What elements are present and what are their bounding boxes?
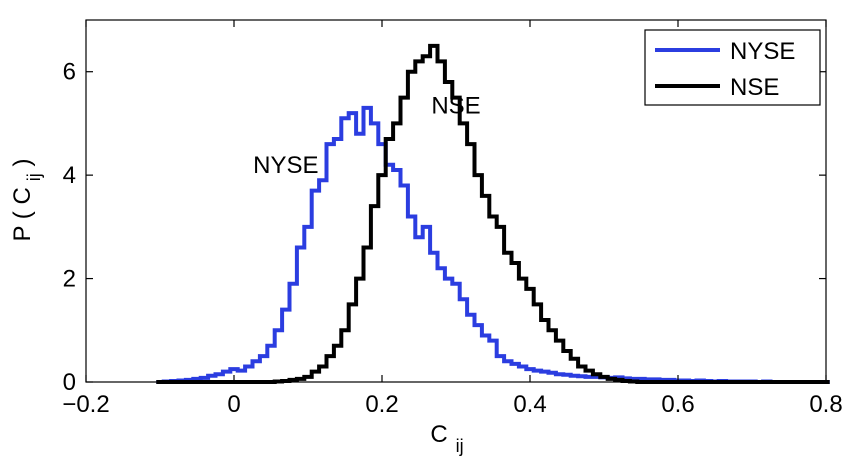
x-tick-label: −0.2 — [62, 391, 109, 418]
x-tick-label: 0.4 — [513, 391, 546, 418]
annotation-layer: NYSE NSE — [253, 92, 481, 178]
x-tick-label: 0.6 — [661, 391, 694, 418]
y-tick-label: 2 — [63, 266, 76, 293]
annotation-nse: NSE — [431, 92, 480, 119]
legend: NYSE NSE — [644, 29, 821, 106]
annotation-nyse: NYSE — [253, 152, 318, 179]
legend-box — [644, 29, 821, 106]
legend-label-nyse: NYSE — [730, 38, 795, 65]
y-tick-label: 4 — [63, 162, 76, 189]
y-tick-label: 6 — [63, 59, 76, 86]
axes-frame — [85, 19, 827, 383]
y-tick-label: 0 — [63, 369, 76, 396]
x-tick-label: 0 — [227, 391, 240, 418]
y-axis-label: P ( Cij ) — [9, 159, 44, 242]
x-tick-label: 0.8 — [809, 391, 842, 418]
legend-label-nse: NSE — [730, 74, 779, 101]
x-tick-label: 0.2 — [365, 391, 398, 418]
